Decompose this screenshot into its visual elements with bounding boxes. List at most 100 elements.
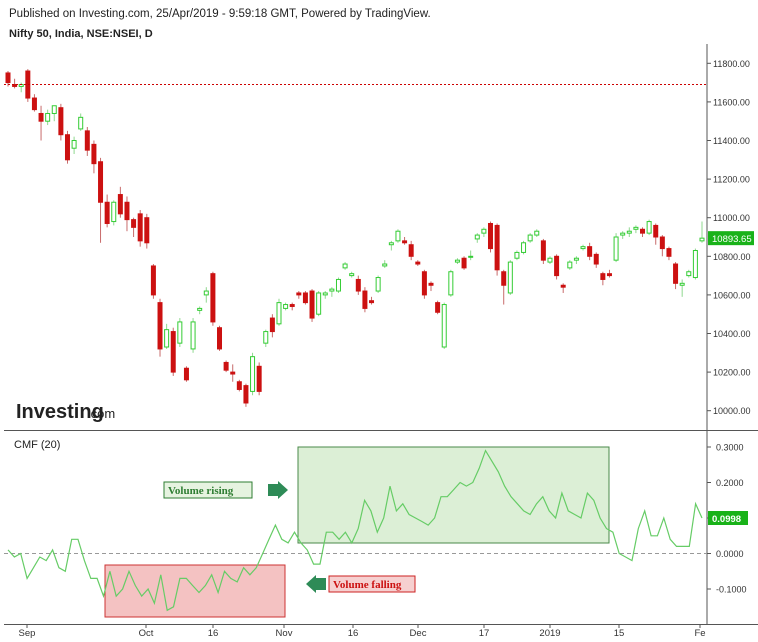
time-tick-label: 16 [348,628,359,639]
last-price-label: 10893.65 [708,231,754,246]
candle [640,227,646,237]
price-tick-label: 10400.00 [713,329,751,339]
time-tick-label: Dec [410,628,427,639]
candle [441,302,447,349]
candle [507,260,513,295]
candle [243,383,249,407]
cmf-title: CMF (20) [14,439,60,451]
candle [421,269,427,299]
candle [131,217,137,237]
candle [487,221,493,253]
candle [164,323,170,349]
candle [342,262,348,270]
time-tick-label: Fe [694,628,705,639]
time-tick-label: 16 [208,628,219,639]
candle [408,240,414,261]
candle [230,364,236,382]
candle [276,298,282,326]
candle [117,186,123,218]
candle [428,281,434,292]
candle [31,94,37,112]
arrow-right-icon [268,481,288,499]
candle [137,209,143,247]
candle [78,113,84,131]
candle [593,252,599,268]
candle [144,213,150,249]
candle [157,298,163,357]
candle [98,157,104,243]
candle [335,277,341,293]
candle [25,69,31,102]
candle [540,238,546,265]
price-tick-label: 10200.00 [713,368,751,378]
candle [203,287,209,303]
candle [84,126,90,156]
candle [355,275,361,295]
candle [150,264,156,299]
candle [45,109,51,126]
candle [474,233,480,243]
candle [256,362,262,396]
symbol-title: Nifty 50, India, NSE:NSEI, D [9,28,153,40]
candle [316,291,322,317]
candle [223,360,229,373]
candle [435,300,441,315]
candle [322,291,328,299]
candle [388,240,394,251]
candle [250,352,256,396]
candle [64,130,70,164]
candle [686,269,692,278]
price-tick-label: 10600.00 [713,290,751,300]
time-tick-label: 15 [614,628,625,639]
candle [38,105,44,141]
candle [613,233,619,263]
candle [679,279,685,297]
candle [289,302,295,311]
cmf-line [7,449,703,612]
candle [263,329,269,348]
candle [51,105,57,122]
candle [606,269,612,278]
candle [468,250,474,261]
candle [402,237,408,245]
price-axis: 10000.00 10200.00 10400.00 10600.00 10800.00… [707,59,751,416]
candle [587,242,593,261]
candle [104,194,110,228]
price-tick-label: 10000.00 [713,406,751,416]
volume-rising-box [297,446,610,544]
logo-brand: Investing [16,401,104,423]
price-tick-label: 11400.00 [713,136,750,146]
candle [111,200,117,226]
candle [580,244,586,251]
candle [501,269,507,305]
candle [673,262,679,290]
time-axis: Sep Oct 16 Nov 16 Dec 17 2019 15 Fe [19,624,706,639]
candlestick-series [5,69,705,407]
last-price-value: 10893.65 [712,234,752,245]
candle [699,221,705,243]
cmf-last-value-label: 0.0998 [708,511,748,525]
candle [560,283,566,293]
chart-header: Published on Investing.com, 25/Apr/2019 … [9,6,431,42]
time-tick-label: 17 [479,628,490,639]
cmf-annotation-boxes [104,446,610,618]
candle [12,78,18,89]
candle [91,140,97,174]
volume-falling-annotation: Volume falling [306,575,416,593]
investing-logo: Investing .com [16,401,115,423]
volume-rising-label: Volume rising [168,485,234,497]
candle [454,258,460,265]
candle [395,229,401,243]
candle [217,325,223,351]
volume-falling-box [104,564,286,618]
arrow-left-icon [306,575,326,593]
candle [183,366,189,382]
candle [659,235,665,257]
volume-falling-label: Volume falling [333,579,402,591]
candle [369,296,375,305]
candle [124,196,130,232]
candle [210,271,216,326]
candle [375,275,381,293]
candle [646,219,652,236]
